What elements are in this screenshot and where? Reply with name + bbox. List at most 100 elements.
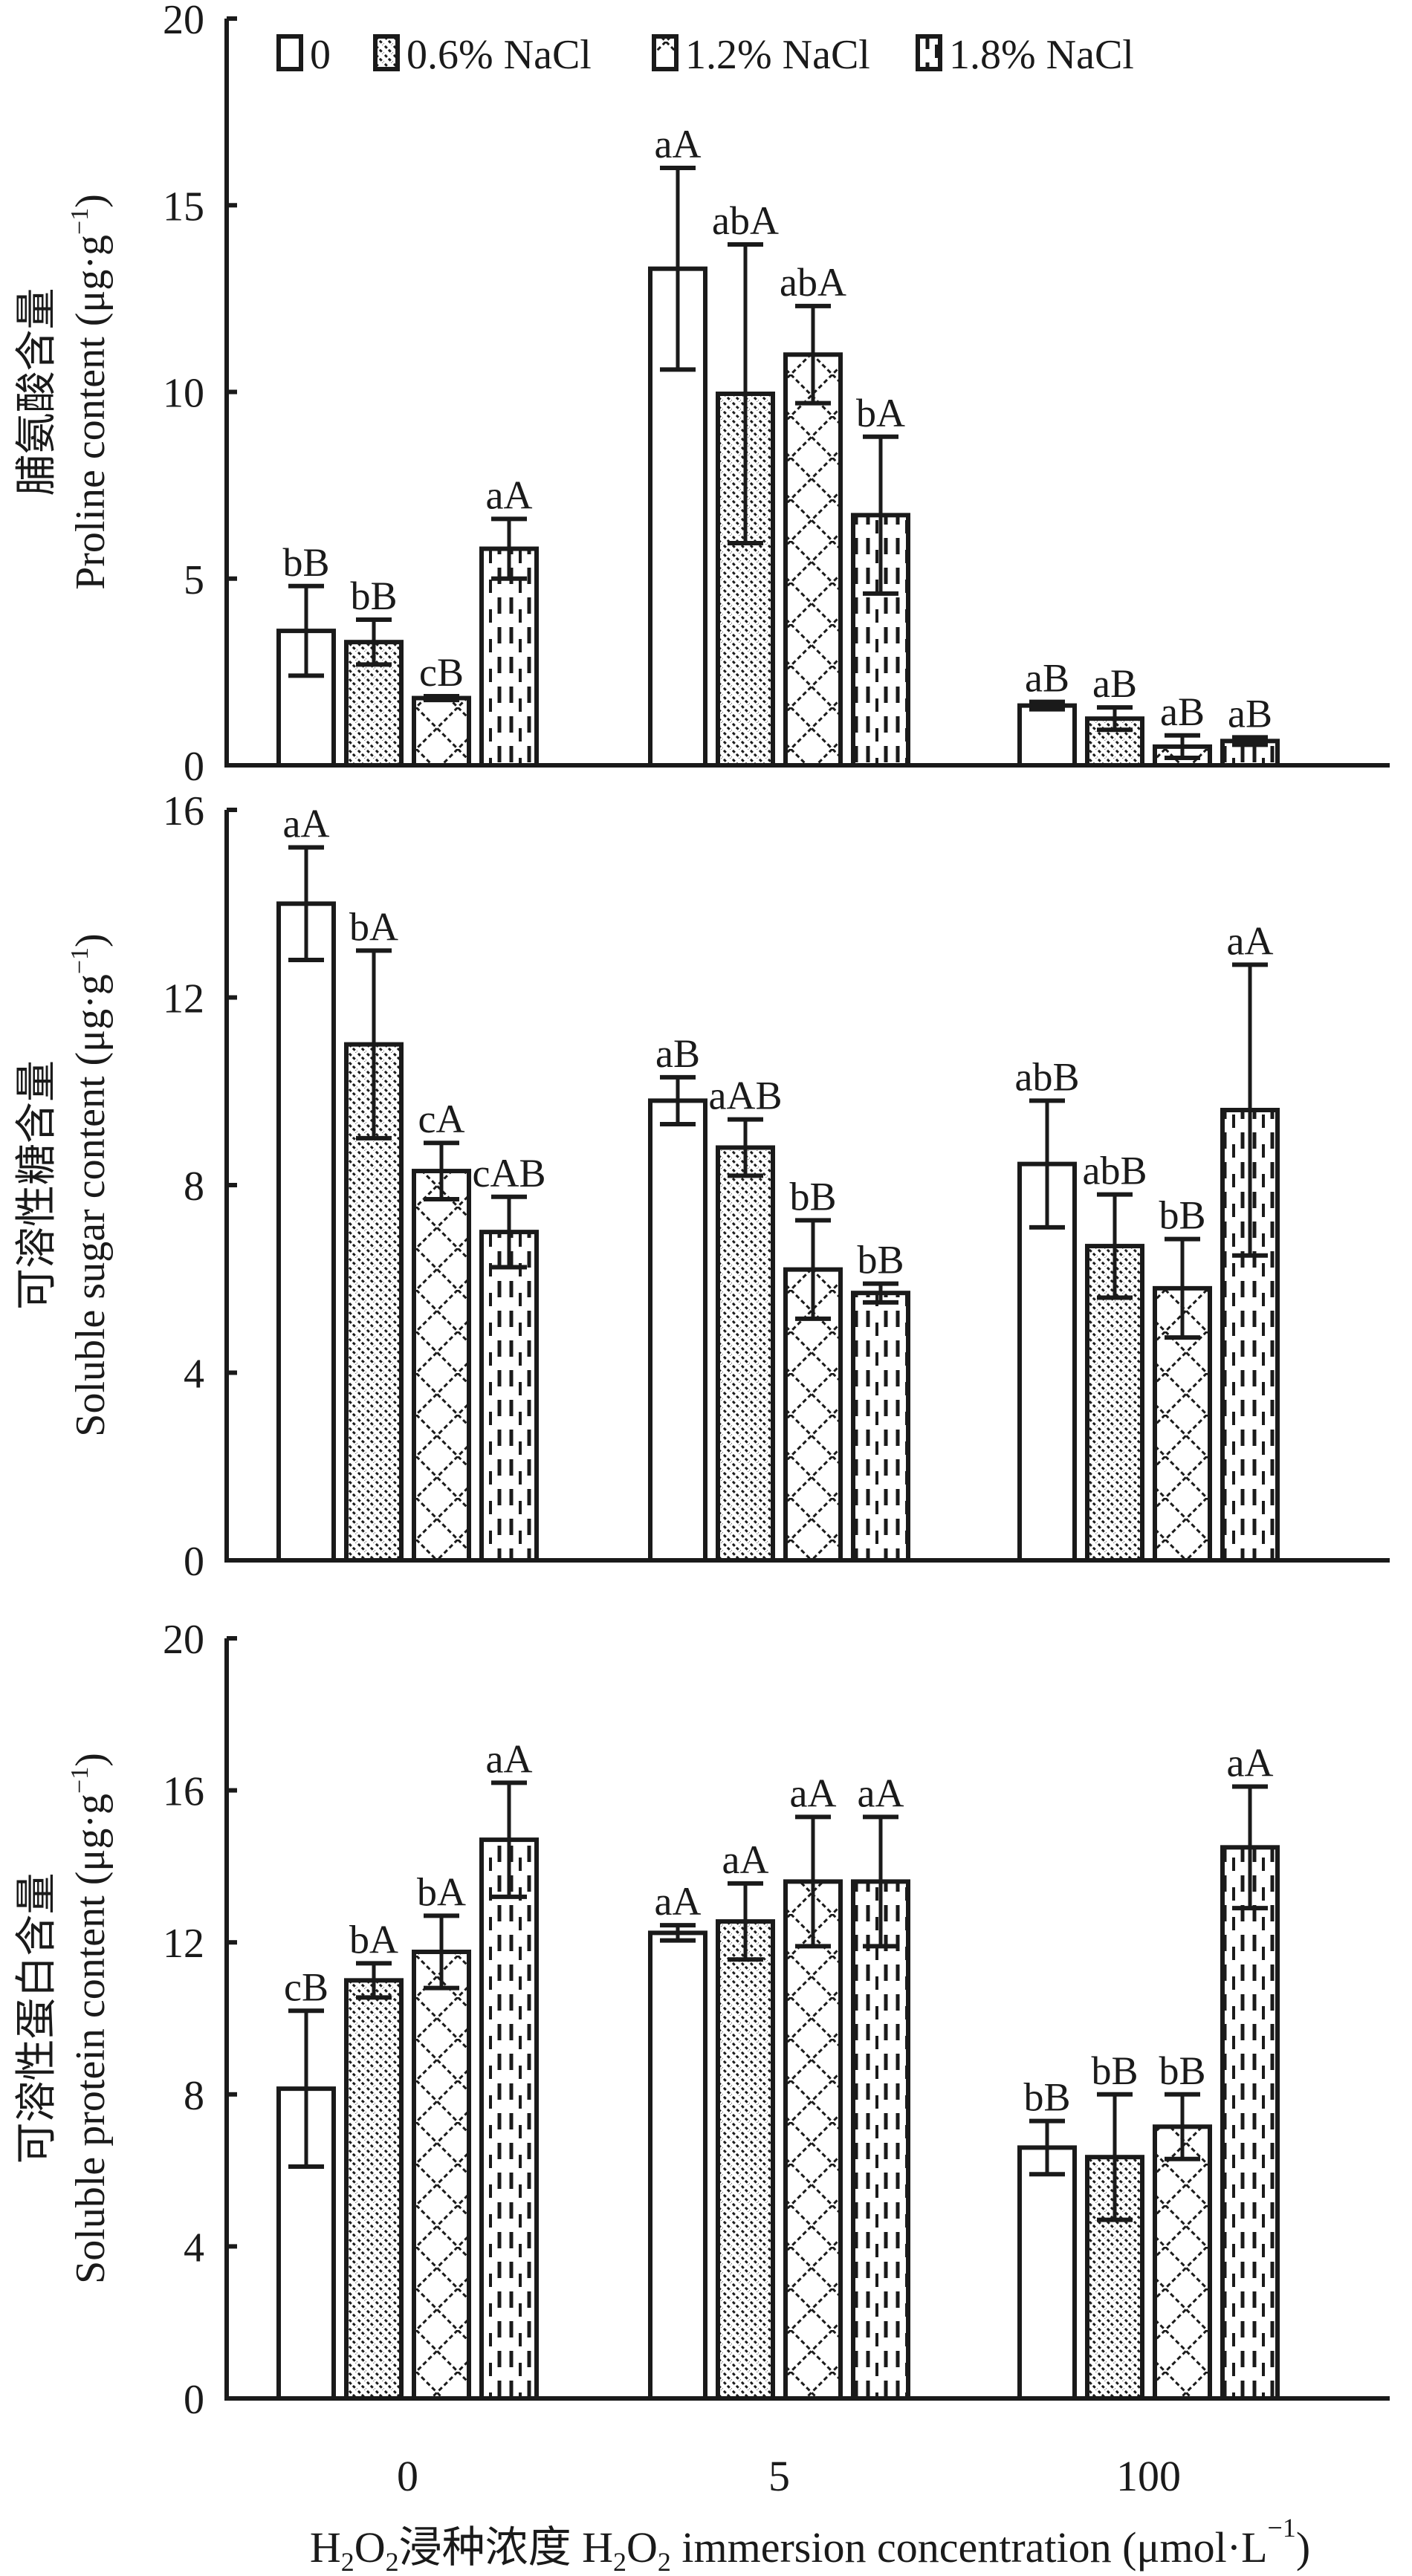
bar-group-item: bB: [344, 574, 404, 768]
x-axis-title-text: 浸种浓度 H: [399, 2523, 613, 2572]
y-axis-title-sup: −1: [66, 208, 94, 235]
bar-group-item: abB: [1015, 1054, 1080, 1563]
legend: 0 0.6% NaCl 1.2% NaCl 1.8% NaCl: [276, 32, 1134, 78]
legend-item: 1.2% NaCl: [652, 32, 870, 78]
x-axis-title-superscript: −1: [1268, 2513, 1296, 2543]
bar: [412, 1169, 471, 1563]
significance-label: abB: [1015, 1054, 1080, 1099]
bar: [1220, 1845, 1280, 2401]
bar: [851, 1879, 910, 2401]
bar-group-item: cAB: [473, 1151, 545, 1563]
bar-group-item: aB: [1153, 690, 1212, 768]
significance-label: abA: [712, 198, 779, 243]
bar: [479, 546, 539, 768]
y-axis-title: 可溶性糖含量 Soluble sugar content (μg·g−1): [14, 933, 114, 1436]
bar-group-item: bB: [1153, 1193, 1212, 1563]
significance-label: aB: [1160, 690, 1205, 734]
x-axis-title-text: ): [1296, 2523, 1310, 2572]
bar-group-item: aAB: [709, 1074, 783, 1563]
y-axis-title-en: Proline content (μg·g−1): [66, 194, 114, 590]
bar-group-item: aA: [276, 802, 336, 1563]
legend-item: 0: [276, 32, 331, 78]
significance-label: abB: [1083, 1149, 1147, 1193]
bar-group-item: aB: [1085, 661, 1144, 768]
bar-group-item: bA: [412, 1869, 471, 2401]
bar-group-item: abA: [712, 198, 779, 768]
bar: [1153, 2124, 1212, 2401]
bar-group-item: cA: [412, 1097, 471, 1563]
x-axis-title-text: H: [310, 2523, 341, 2572]
legend-label: 1.2% NaCl: [685, 32, 870, 78]
significance-label: aB: [655, 1031, 700, 1076]
bar-group-item: aA: [851, 1771, 910, 2401]
bar: [648, 1098, 707, 1563]
bar-group-item: bA: [344, 904, 404, 1563]
y-tick-label: 10: [163, 371, 204, 417]
significance-label: aA: [486, 1736, 533, 1781]
y-tick-label: 16: [163, 1769, 204, 1815]
bar-group-item: aA: [1220, 1740, 1280, 2401]
y-tick-label: 4: [184, 2225, 204, 2271]
y-axis-title-en-main: Soluble protein content (μg·g: [68, 1794, 114, 2284]
significance-label: aAB: [709, 1074, 783, 1118]
significance-label: aA: [655, 122, 702, 166]
significance-label: bB: [282, 540, 329, 585]
x-axis-title: H2O2浸种浓度 H2O2 immersion concentration (μ…: [310, 2513, 1310, 2572]
legend-label: 1.8% NaCl: [949, 32, 1134, 78]
x-axis-title-subscript: 2: [386, 2547, 399, 2572]
bar-group-item: aB: [1220, 691, 1280, 768]
bar-group-item: bB: [783, 1174, 843, 1563]
bar-group-item: bB: [1085, 2048, 1144, 2401]
x-axis-title-subscript: 2: [613, 2547, 626, 2572]
legend-item: 0.6% NaCl: [373, 32, 592, 78]
y-axis-title-cn: 可溶性糖含量: [14, 1060, 60, 1310]
significance-label: aA: [486, 473, 533, 517]
significance-label: cA: [418, 1097, 465, 1141]
significance-label: aA: [790, 1771, 837, 1815]
significance-label: bB: [857, 1238, 904, 1282]
bar-group-item: aB: [648, 1031, 707, 1563]
legend-label: 0.6% NaCl: [407, 32, 592, 78]
y-tick-label: 8: [184, 2073, 204, 2119]
significance-label: aA: [722, 1837, 769, 1882]
bar: [851, 1291, 910, 1563]
bar-group-item: aA: [648, 122, 707, 768]
significance-label: aA: [1227, 918, 1274, 963]
y-axis-title-close: ): [68, 194, 114, 208]
significance-label: cB: [419, 650, 464, 695]
significance-label: bB: [1091, 2048, 1138, 2093]
bars: cB aA bB bA aA bB bA aA bB aA aA aA: [276, 1736, 1280, 2401]
bar-group-item: abB: [1083, 1149, 1147, 1563]
bar: [412, 695, 471, 768]
bars: aA aB abB bA aAB abB cA bB bB cAB bB aA: [276, 802, 1280, 1563]
legend-label: 0: [310, 32, 331, 78]
y-tick-label: 0: [184, 1539, 204, 1585]
significance-label: aA: [858, 1771, 904, 1815]
panel-soluble-protein: 可溶性蛋白含量 Soluble protein content (μg·g−1)…: [14, 1617, 1390, 2423]
bar-group-item: aA: [783, 1771, 843, 2401]
significance-label: aA: [655, 1879, 702, 1924]
y-axis-title-en: Soluble protein content (μg·g−1): [66, 1753, 114, 2284]
panel-soluble-sugar: 可溶性糖含量 Soluble sugar content (μg·g−1) 0 4…: [14, 788, 1390, 1585]
bar-group-item: cB: [412, 650, 471, 768]
bar-group-item: bA: [344, 1917, 404, 2401]
y-axis-title-cn: 脯氨酸含量: [14, 288, 60, 496]
x-tick-label: 5: [768, 2452, 790, 2500]
significance-label: bB: [1159, 2048, 1205, 2093]
y-axis-title-close: ): [68, 1753, 114, 1767]
bar: [716, 1919, 775, 2401]
y-tick-label: 12: [163, 976, 204, 1022]
y-tick-label: 5: [184, 557, 204, 603]
significance-label: bB: [789, 1174, 836, 1219]
y-tick-label: 15: [163, 184, 204, 230]
y-tick-label: 20: [163, 1617, 204, 1663]
y-axis-title-cn: 可溶性蛋白含量: [14, 1873, 60, 2164]
bar: [783, 352, 843, 768]
significance-label: abA: [780, 260, 846, 305]
x-axis-title-text: O: [626, 2523, 658, 2572]
y-tick-label: 0: [184, 744, 204, 790]
bar-group-item: aB: [1017, 656, 1077, 768]
significance-label: aB: [1092, 661, 1137, 706]
bar: [344, 1978, 404, 2401]
